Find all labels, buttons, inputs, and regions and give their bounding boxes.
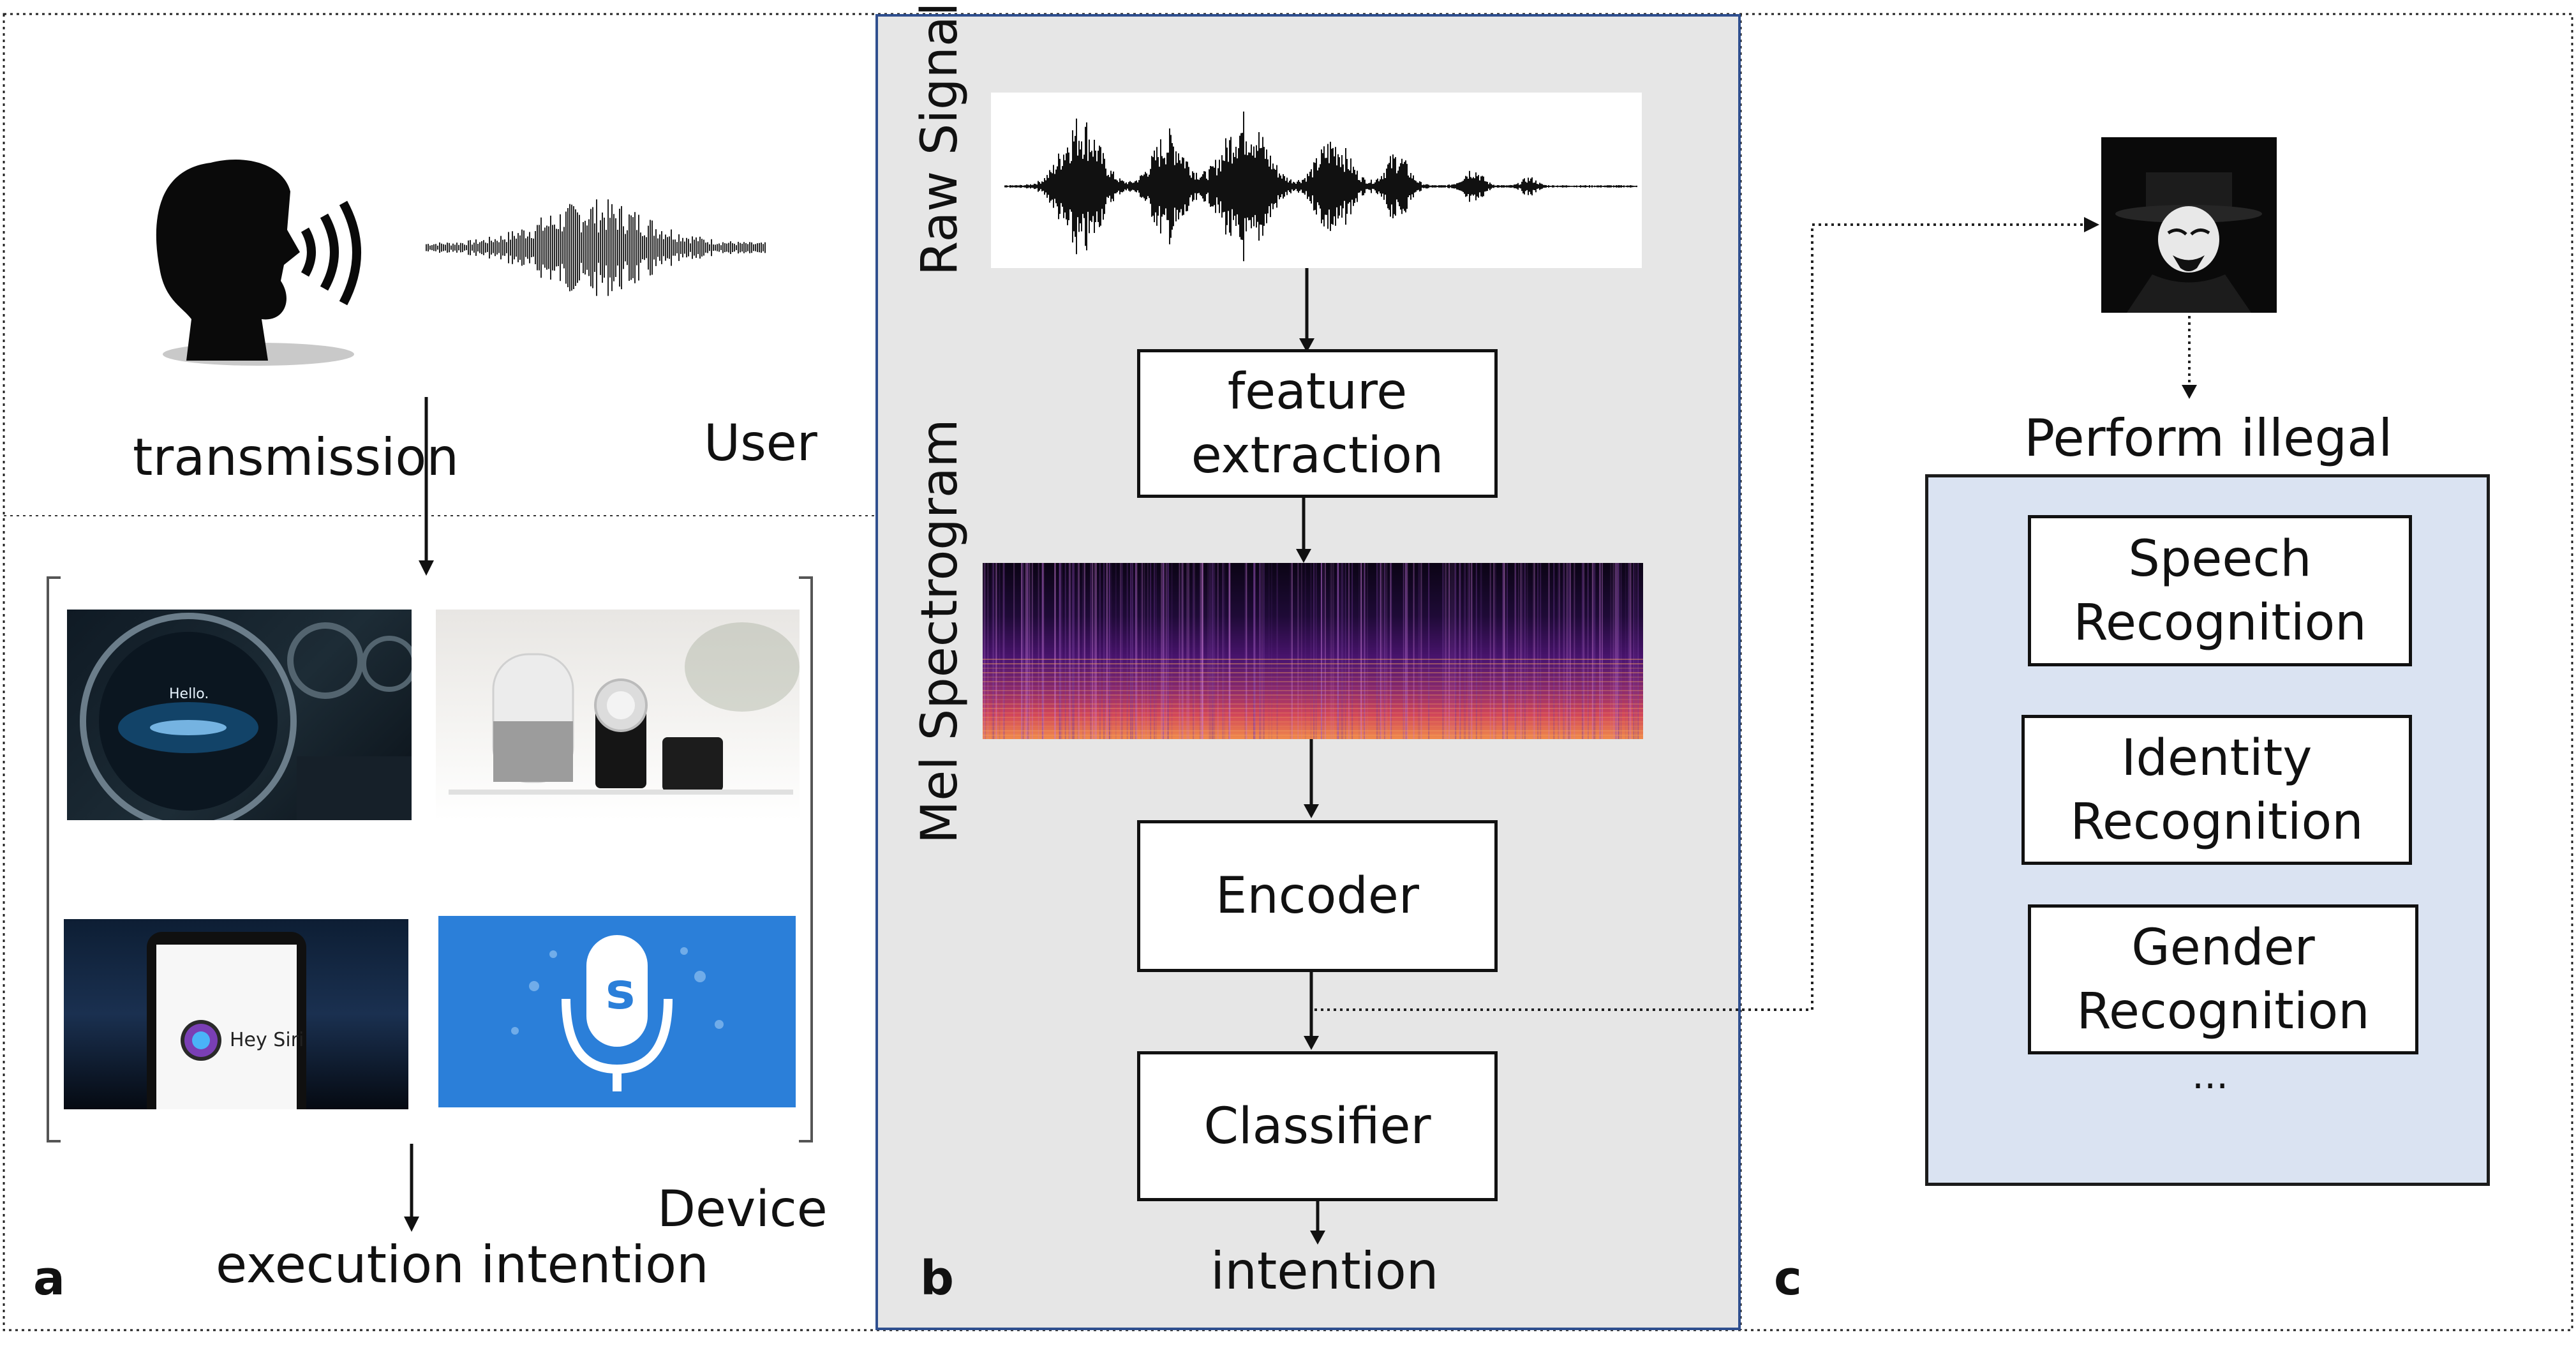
panel-a-letter: a	[33, 1251, 65, 1306]
mel-spectrogram-plot	[983, 563, 1643, 739]
gender-recognition-line2: Recognition	[2076, 982, 2370, 1040]
speech-recognition-line2: Recognition	[2073, 594, 2367, 652]
feature-extraction-box: feature extraction	[1137, 349, 1498, 498]
identity-recognition-line2: Recognition	[2070, 793, 2364, 851]
feature-extraction-line2: extraction	[1191, 426, 1444, 484]
gender-recognition-box: Gender Recognition	[2028, 904, 2418, 1054]
smart-speakers-image	[436, 610, 800, 820]
phone-hey-siri-image: Hey Siri	[64, 919, 408, 1109]
encoder-box: Encoder	[1137, 820, 1498, 972]
svg-text:s: s	[606, 963, 635, 1021]
car-screen-text: Hello.	[169, 686, 209, 702]
speech-recognition-box: Speech Recognition	[2028, 515, 2412, 666]
transmission-label: transmission	[133, 428, 459, 487]
hey-siri-text: Hey Siri	[230, 1029, 304, 1051]
speech-recognition-line1: Speech	[2128, 530, 2312, 588]
panel-b-letter: b	[920, 1251, 954, 1306]
car-dashboard-image: Hello.	[67, 610, 412, 820]
classifier-label: Classifier	[1203, 1097, 1431, 1155]
identity-recognition-line1: Identity	[2121, 729, 2312, 787]
execution-intention-label: execution intention	[216, 1235, 709, 1294]
gender-recognition-line1: Gender	[2131, 918, 2315, 977]
intention-label: intention	[1210, 1241, 1439, 1301]
encoder-label: Encoder	[1216, 867, 1419, 925]
feature-extraction-line1: feature	[1227, 363, 1408, 421]
perform-illegal-label: Perform illegal	[2024, 408, 2393, 468]
microphone-icon: s	[511, 935, 724, 1091]
classifier-box: Classifier	[1137, 1051, 1498, 1201]
hacker-icon	[2101, 137, 2277, 313]
voice-app-image: s	[438, 916, 796, 1107]
user-label: User	[704, 415, 817, 472]
device-label: Device	[657, 1181, 828, 1238]
identity-recognition-box: Identity Recognition	[2021, 715, 2412, 865]
panel-c-letter: c	[1774, 1251, 1802, 1306]
more-tasks-ellipsis: ...	[2192, 1053, 2229, 1098]
